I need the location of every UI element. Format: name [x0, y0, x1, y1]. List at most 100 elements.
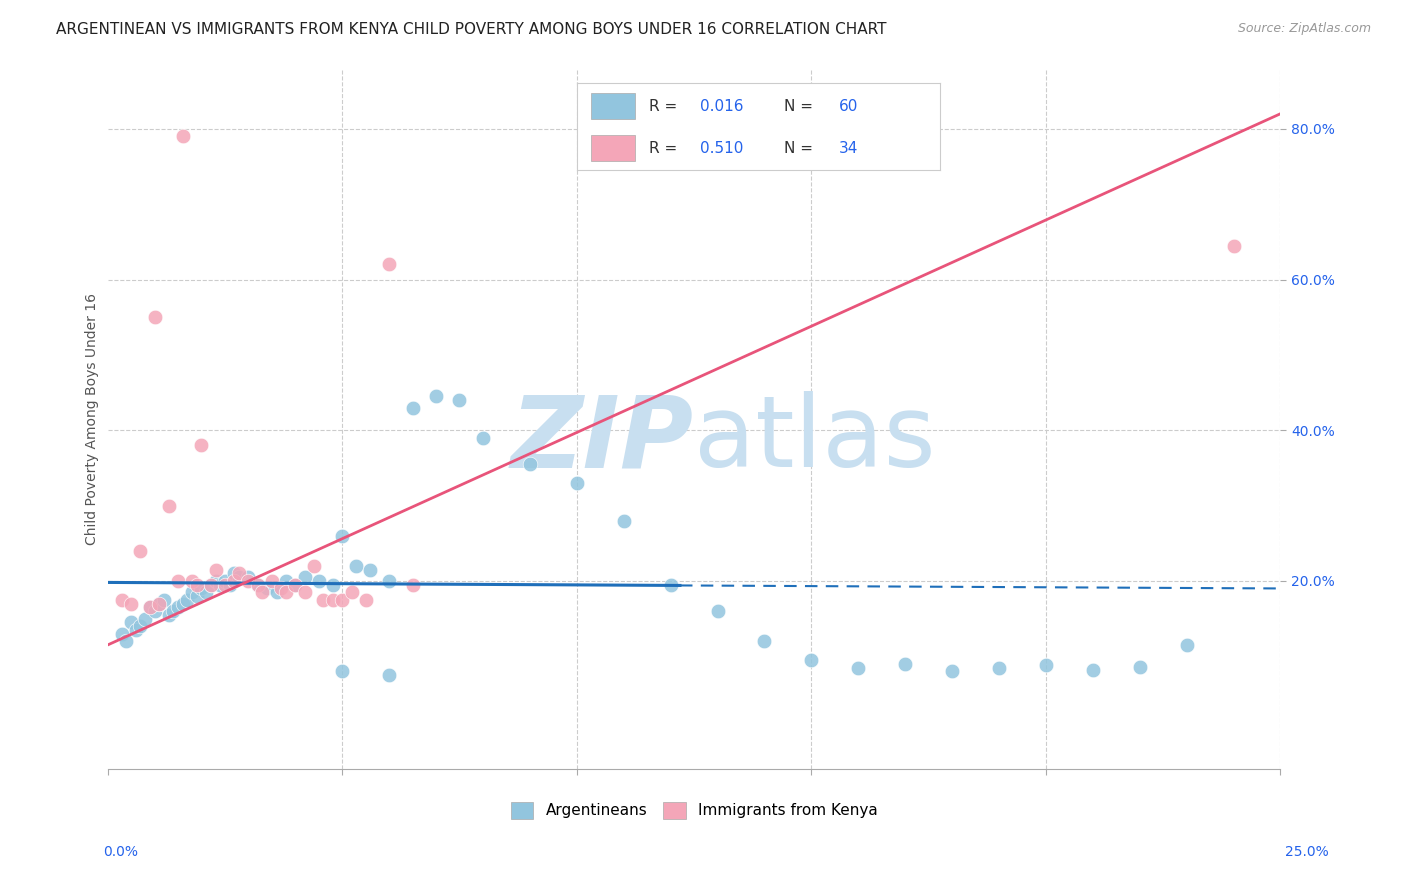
- Point: [167, 574, 190, 588]
- Point: [846, 660, 869, 674]
- Point: [172, 129, 194, 144]
- Point: [330, 665, 353, 679]
- Point: [200, 577, 222, 591]
- Point: [115, 634, 138, 648]
- Point: [401, 577, 423, 591]
- Point: [238, 570, 260, 584]
- Point: [246, 577, 269, 591]
- Point: [359, 563, 381, 577]
- Text: atlas: atlas: [695, 392, 935, 489]
- Point: [378, 257, 401, 271]
- Point: [190, 438, 212, 452]
- Point: [449, 393, 471, 408]
- Point: [209, 577, 232, 591]
- Point: [139, 600, 162, 615]
- Text: Source: ZipAtlas.com: Source: ZipAtlas.com: [1237, 22, 1371, 36]
- Point: [308, 574, 330, 588]
- Legend: Argentineans, Immigrants from Kenya: Argentineans, Immigrants from Kenya: [505, 796, 884, 825]
- Point: [195, 585, 218, 599]
- Point: [204, 574, 226, 588]
- Point: [148, 597, 170, 611]
- Text: ARGENTINEAN VS IMMIGRANTS FROM KENYA CHILD POVERTY AMONG BOYS UNDER 16 CORRELATI: ARGENTINEAN VS IMMIGRANTS FROM KENYA CHI…: [56, 22, 887, 37]
- Point: [246, 577, 269, 591]
- Y-axis label: Child Poverty Among Boys Under 16: Child Poverty Among Boys Under 16: [86, 293, 100, 545]
- Text: 25.0%: 25.0%: [1285, 846, 1329, 859]
- Point: [706, 604, 728, 618]
- Point: [274, 574, 297, 588]
- Point: [228, 566, 250, 581]
- Point: [312, 592, 335, 607]
- Point: [340, 585, 363, 599]
- Point: [129, 543, 152, 558]
- Point: [354, 592, 377, 607]
- Point: [143, 310, 166, 325]
- Point: [1129, 660, 1152, 674]
- Point: [200, 577, 222, 591]
- Point: [181, 574, 204, 588]
- Point: [218, 577, 240, 591]
- Text: 0.0%: 0.0%: [103, 846, 138, 859]
- Point: [344, 558, 367, 573]
- Point: [181, 585, 204, 599]
- Point: [148, 597, 170, 611]
- Point: [153, 592, 176, 607]
- Point: [1081, 663, 1104, 677]
- Point: [322, 592, 344, 607]
- Point: [1222, 238, 1244, 252]
- Point: [988, 660, 1011, 674]
- Point: [330, 529, 353, 543]
- Text: ZIP: ZIP: [510, 392, 695, 489]
- Point: [1175, 638, 1198, 652]
- Point: [139, 600, 162, 615]
- Point: [302, 558, 325, 573]
- Point: [256, 582, 278, 596]
- Point: [214, 577, 236, 591]
- Point: [284, 577, 307, 591]
- Point: [270, 582, 292, 596]
- Point: [378, 668, 401, 682]
- Point: [252, 585, 274, 599]
- Point: [894, 657, 917, 671]
- Point: [471, 431, 494, 445]
- Point: [162, 604, 184, 618]
- Point: [425, 389, 447, 403]
- Point: [238, 574, 260, 588]
- Point: [401, 401, 423, 415]
- Point: [754, 634, 776, 648]
- Point: [228, 570, 250, 584]
- Point: [157, 499, 180, 513]
- Point: [274, 585, 297, 599]
- Point: [125, 623, 148, 637]
- Point: [143, 604, 166, 618]
- Point: [190, 582, 212, 596]
- Point: [172, 597, 194, 611]
- Point: [260, 574, 283, 588]
- Point: [800, 653, 823, 667]
- Point: [266, 585, 288, 599]
- Point: [224, 566, 246, 581]
- Point: [120, 615, 142, 630]
- Point: [941, 665, 963, 679]
- Point: [224, 574, 246, 588]
- Point: [565, 475, 588, 490]
- Point: [294, 570, 316, 584]
- Point: [330, 592, 353, 607]
- Point: [186, 589, 208, 603]
- Point: [613, 514, 636, 528]
- Point: [204, 563, 226, 577]
- Point: [519, 457, 541, 471]
- Point: [134, 611, 156, 625]
- Point: [157, 607, 180, 622]
- Point: [214, 574, 236, 588]
- Point: [120, 597, 142, 611]
- Point: [129, 619, 152, 633]
- Point: [659, 577, 682, 591]
- Point: [1035, 658, 1057, 673]
- Point: [186, 577, 208, 591]
- Point: [322, 577, 344, 591]
- Point: [176, 592, 198, 607]
- Point: [111, 592, 134, 607]
- Point: [378, 574, 401, 588]
- Point: [111, 626, 134, 640]
- Point: [167, 600, 190, 615]
